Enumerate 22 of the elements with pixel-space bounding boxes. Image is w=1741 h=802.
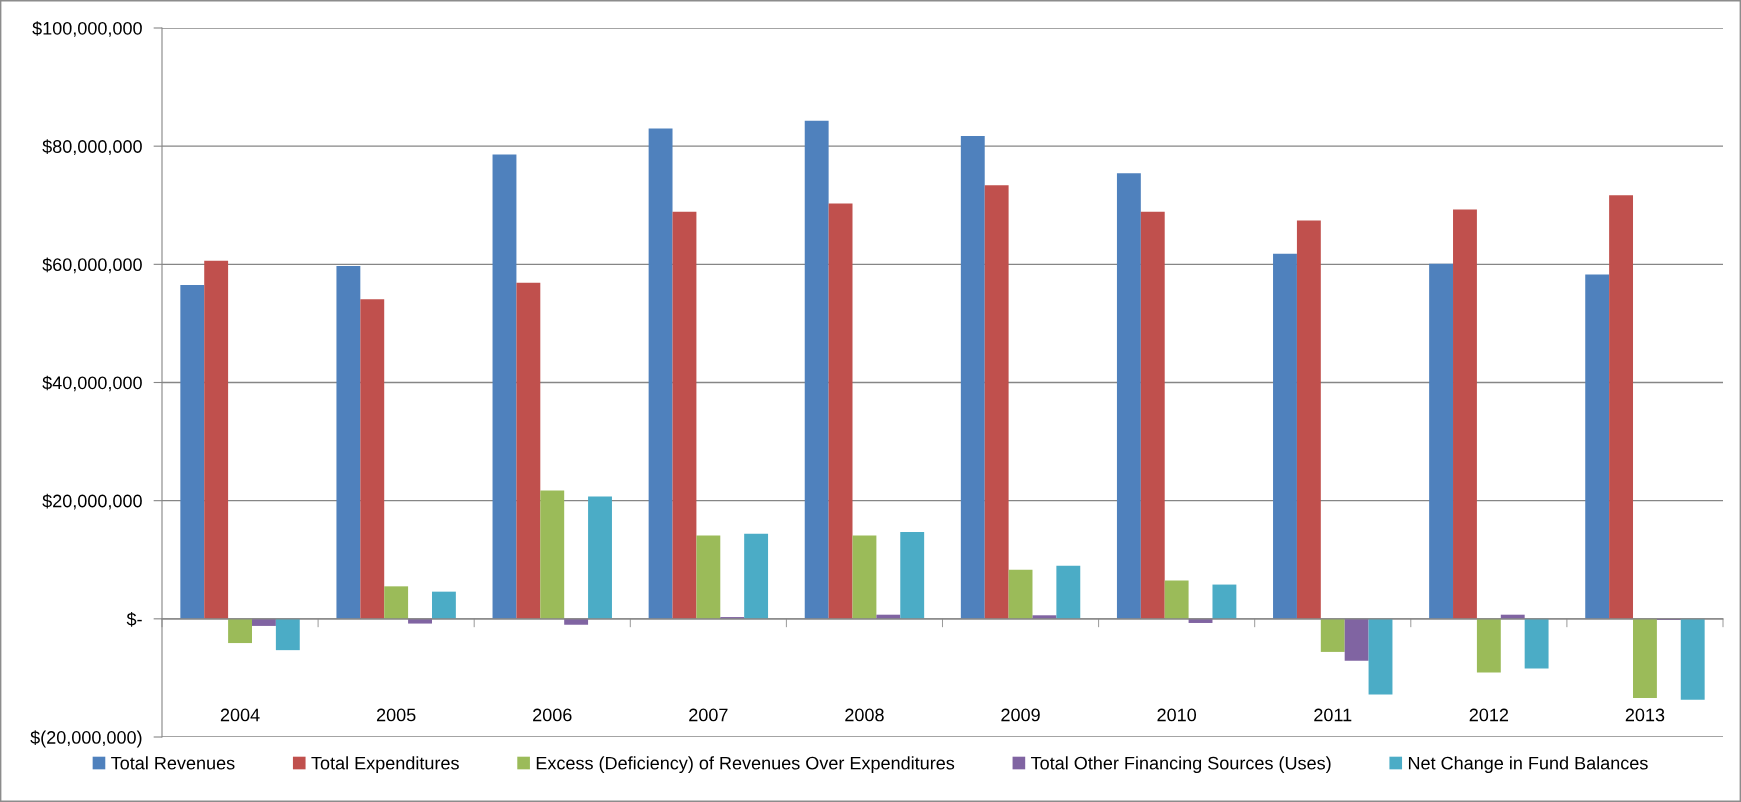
legend-label: Total Other Financing Sources (Uses) [1031,756,1331,774]
x-tick-label: 2007 [689,708,728,722]
legend-label: Excess (Deficiency) of Revenues Over Expenditures [536,756,955,774]
x-tick-label: 2012 [1469,708,1509,722]
x-tick-label: 2009 [1001,708,1040,722]
legend-label: Total Expenditures [311,756,459,774]
x-tick-label: 2004 [220,708,260,722]
y-tick-label: $60,000,000 [42,257,142,274]
y-tick-label: $- [126,612,142,627]
x-tick-label: 2006 [533,708,572,722]
y-tick-label: $80,000,000 [42,139,142,156]
legend-label: Total Revenues [111,756,235,770]
y-tick-label: $20,000,000 [42,493,142,510]
x-tick-label: 2008 [845,708,884,722]
y-tick-label: $40,000,000 [42,375,142,392]
x-tick-label: 2005 [376,708,416,722]
x-tick-label: 2010 [1157,708,1197,722]
y-tick-label: $100,000,000 [32,21,142,37]
y-tick-label: $(20,000,000) [30,730,142,748]
legend-label: Net Change in Fund Balances [1408,756,1648,774]
x-tick-label: 2011 [1314,708,1352,722]
x-tick-label: 2013 [1625,708,1665,722]
